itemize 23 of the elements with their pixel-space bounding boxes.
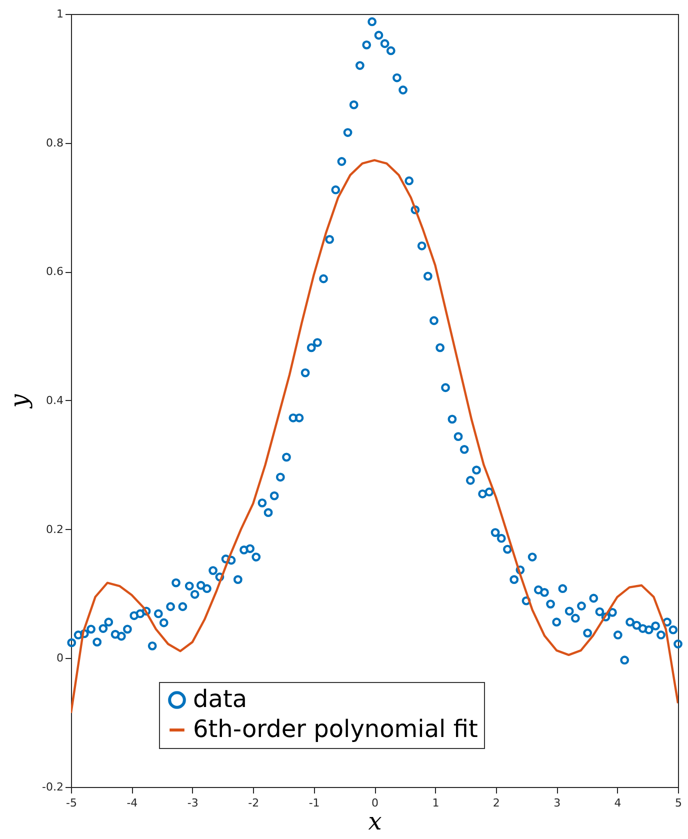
x-axis-title: x: [368, 808, 382, 836]
y-tick-label: 0.4: [46, 394, 64, 407]
y-tick-label: 0.8: [46, 136, 64, 150]
x-tick-label: 5: [675, 796, 682, 810]
y-tick-label: 0.2: [46, 522, 64, 536]
y-tick-label: 0.6: [46, 265, 64, 278]
y-axis-title: y: [5, 394, 34, 409]
x-tick-label: 4: [614, 796, 622, 810]
x-tick-label: -1: [308, 796, 320, 810]
x-tick-label: 0: [372, 796, 378, 810]
line-series: [71, 159, 678, 714]
x-tick-label: -2: [248, 796, 260, 810]
x-tick-label: 3: [554, 796, 561, 810]
x-tick-label: -3: [187, 796, 198, 810]
y-tick-label: -0.2: [42, 780, 64, 794]
x-tick-label: 1: [432, 796, 440, 810]
legend-label: data: [193, 685, 248, 713]
x-tick-label: 2: [492, 796, 500, 810]
x-tick-label: -5: [66, 796, 77, 810]
y-tick-label: 1: [56, 8, 64, 20]
legend-label: 6th-order polynomial fit: [193, 715, 478, 743]
x-tick-label: -4: [126, 796, 138, 810]
y-tick-label: 0: [56, 652, 64, 665]
